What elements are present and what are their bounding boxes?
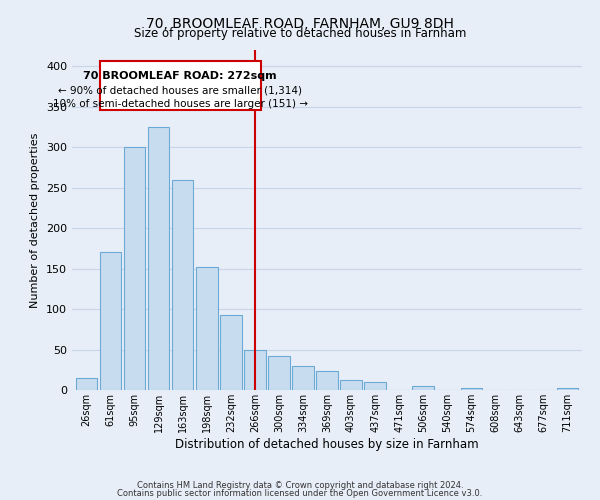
Bar: [292, 366, 314, 390]
Text: 70, BROOMLEAF ROAD, FARNHAM, GU9 8DH: 70, BROOMLEAF ROAD, FARNHAM, GU9 8DH: [146, 18, 454, 32]
Bar: [268, 356, 290, 390]
Bar: [124, 147, 145, 390]
Bar: [172, 180, 193, 390]
Bar: [196, 267, 218, 390]
Bar: [76, 378, 97, 390]
Bar: [148, 127, 169, 390]
Y-axis label: Number of detached properties: Number of detached properties: [31, 132, 40, 308]
Bar: [340, 380, 362, 390]
Bar: [316, 372, 338, 390]
Text: 70 BROOMLEAF ROAD: 272sqm: 70 BROOMLEAF ROAD: 272sqm: [83, 71, 277, 81]
Text: Contains HM Land Registry data © Crown copyright and database right 2024.: Contains HM Land Registry data © Crown c…: [137, 480, 463, 490]
Bar: [461, 388, 482, 390]
Bar: [364, 382, 386, 390]
Bar: [557, 388, 578, 390]
X-axis label: Distribution of detached houses by size in Farnham: Distribution of detached houses by size …: [175, 438, 479, 450]
Text: Contains public sector information licensed under the Open Government Licence v3: Contains public sector information licen…: [118, 489, 482, 498]
Bar: [100, 252, 121, 390]
Bar: [244, 350, 266, 390]
Text: ← 90% of detached houses are smaller (1,314): ← 90% of detached houses are smaller (1,…: [58, 86, 302, 96]
Text: 10% of semi-detached houses are larger (151) →: 10% of semi-detached houses are larger (…: [53, 100, 308, 110]
FancyBboxPatch shape: [100, 62, 261, 110]
Bar: [220, 314, 242, 390]
Text: Size of property relative to detached houses in Farnham: Size of property relative to detached ho…: [134, 28, 466, 40]
Bar: [412, 386, 434, 390]
